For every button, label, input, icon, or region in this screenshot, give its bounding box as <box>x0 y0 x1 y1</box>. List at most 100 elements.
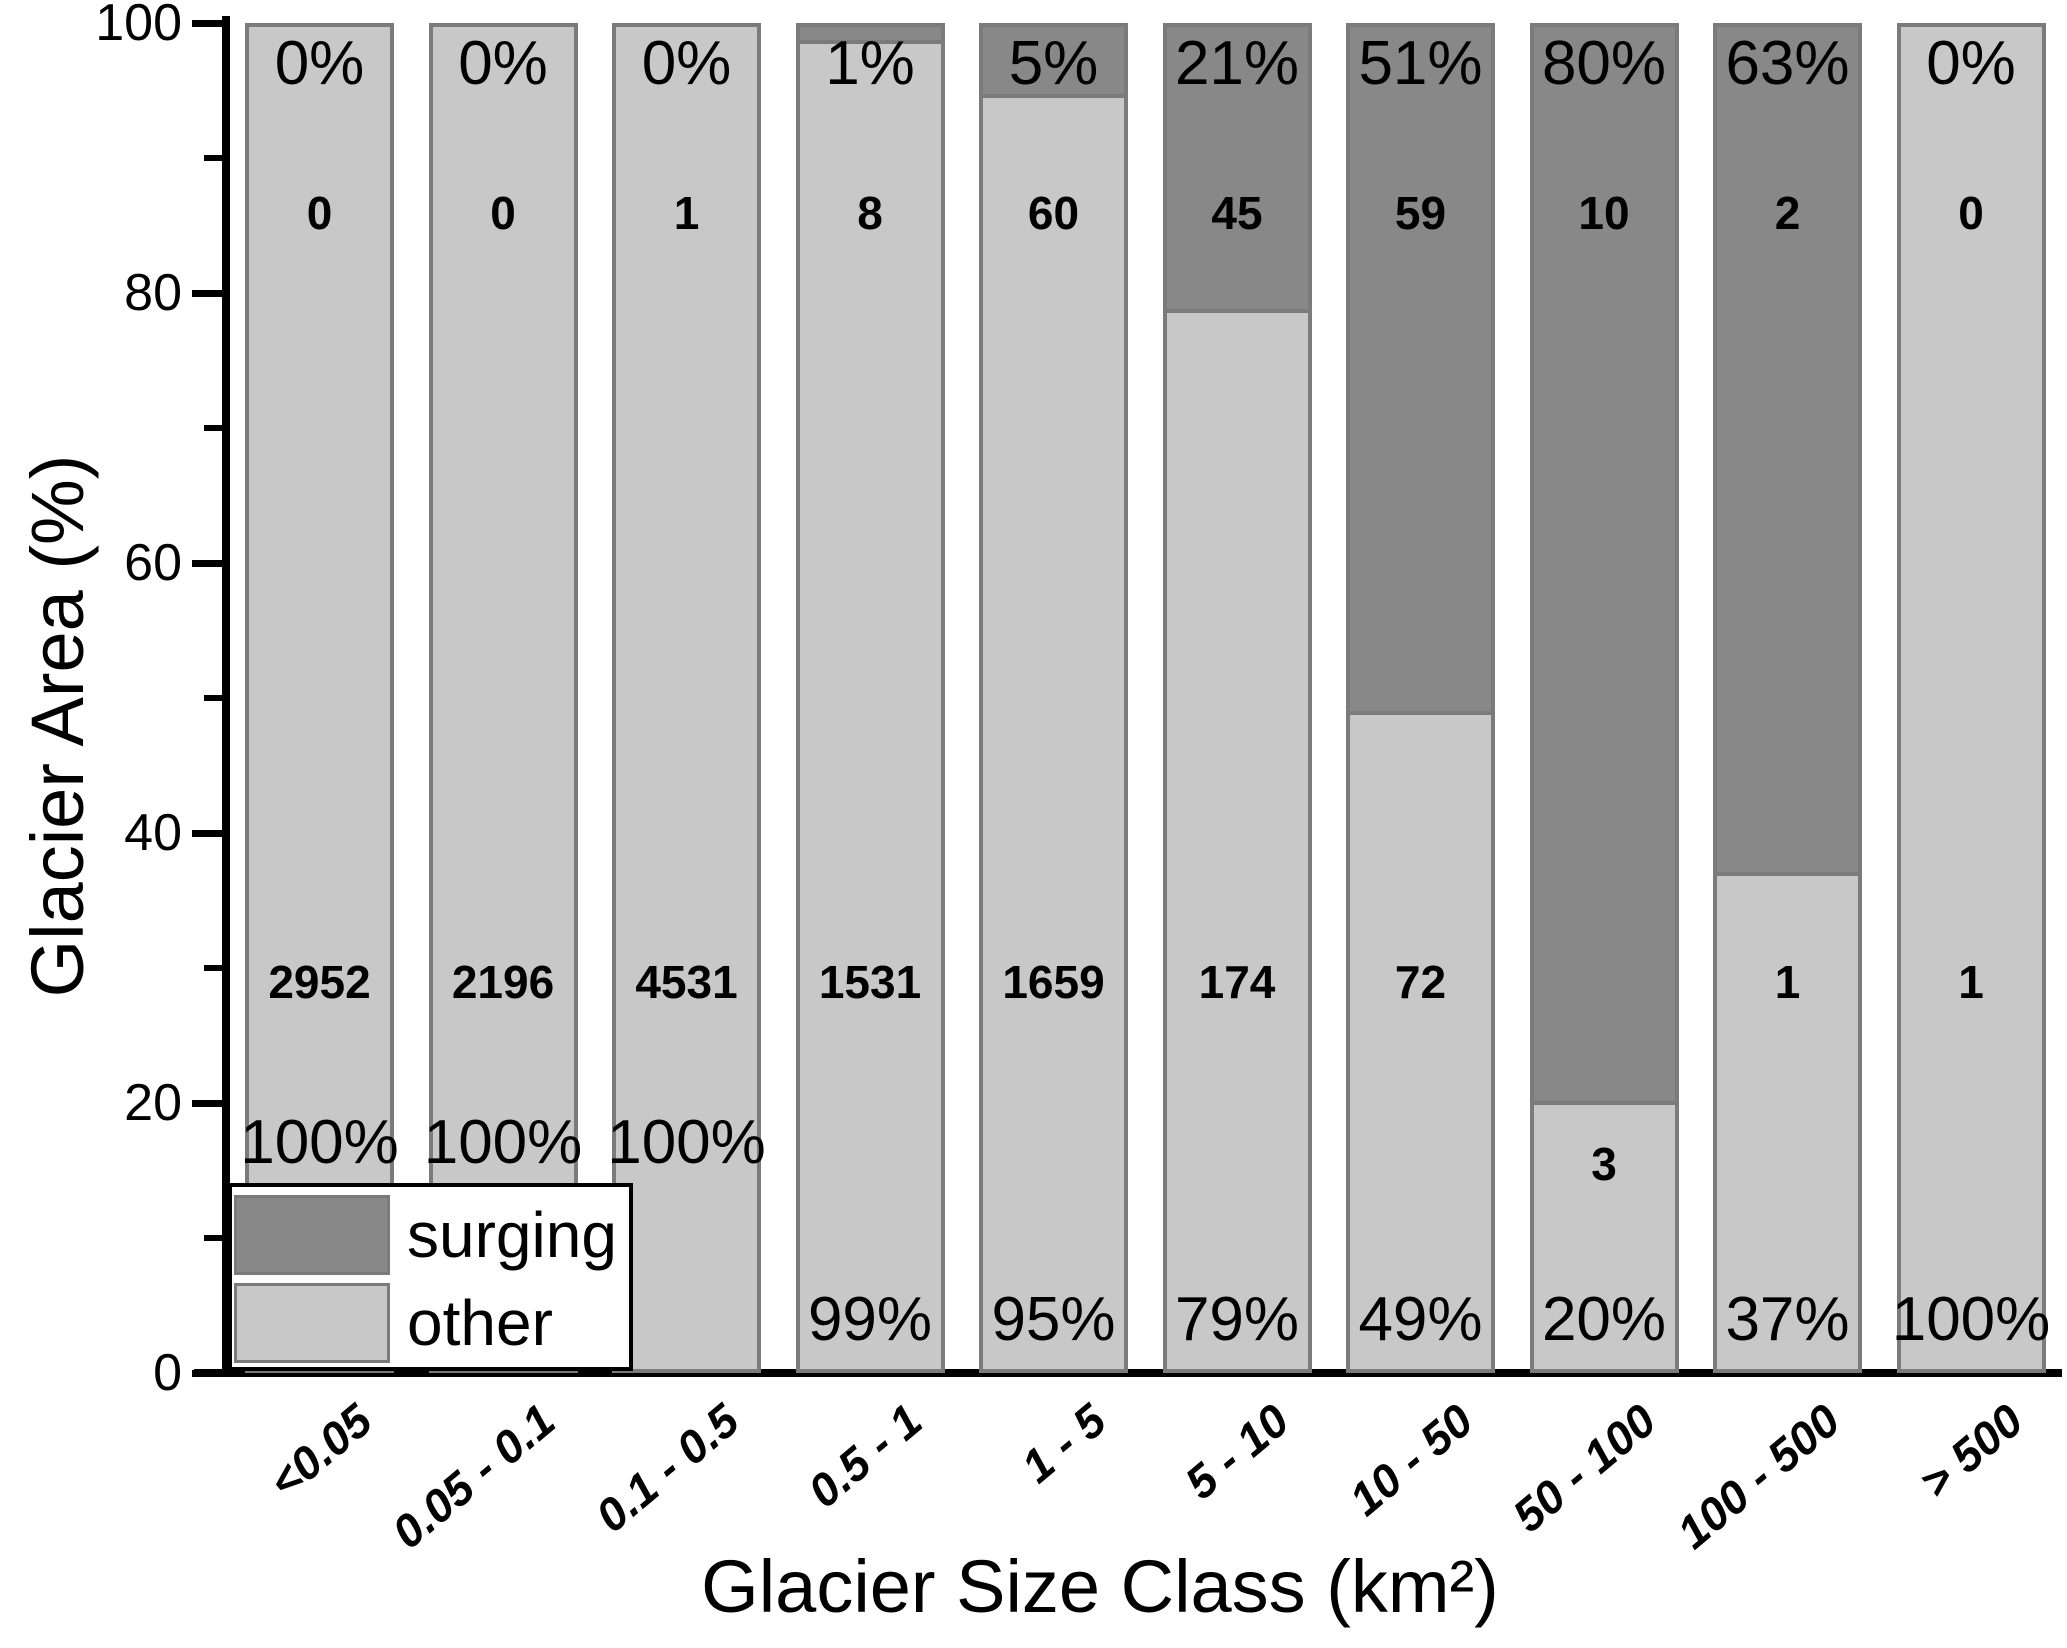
y-major-tick <box>192 1100 222 1107</box>
legend-label-surging: surging <box>407 1199 617 1271</box>
x-tick-label: > 500 <box>1909 1393 2033 1509</box>
x-tick-label: 0.1 - 0.5 <box>585 1393 748 1543</box>
bar-top-pct-label: 1% <box>825 29 915 98</box>
x-axis-title: Glacier Size Class (km²) <box>701 1545 1499 1628</box>
bar-segment-surging <box>799 27 941 40</box>
bar-segment-surging <box>1717 27 1858 872</box>
x-tick-label: 1 - 5 <box>1011 1393 1115 1493</box>
bar-group <box>428 23 578 1373</box>
x-tick-label: 0.5 - 1 <box>798 1393 932 1518</box>
y-minor-tick <box>204 155 222 161</box>
bar-bottom-pct-label: 100% <box>1891 1285 2051 1354</box>
bar-other-count-label: 1659 <box>1002 956 1105 1008</box>
bar-bottom-pct-label: 99% <box>807 1285 933 1354</box>
y-tick-label: 80 <box>124 264 182 322</box>
bar-surging-count-label: 59 <box>1394 187 1447 239</box>
y-axis-title: Glacier Area (%) <box>16 454 99 998</box>
legend-label-other: other <box>407 1287 553 1359</box>
y-minor-tick <box>204 695 222 701</box>
bar-bottom-pct-label: 100% <box>240 1108 399 1177</box>
bar-surging-count-label: 1 <box>673 187 700 239</box>
bar-group <box>1529 23 1679 1373</box>
bar-bottom-pct-label: 49% <box>1358 1285 1483 1354</box>
bar-group <box>612 23 761 1373</box>
bar-segment-other <box>983 94 1124 1369</box>
bar-surging-count-label: 2 <box>1774 187 1801 239</box>
y-major-tick <box>192 20 222 27</box>
y-major-tick <box>192 830 222 837</box>
y-tick-label: 0 <box>153 1344 182 1402</box>
bar-top-pct-label: 0% <box>641 29 732 98</box>
bar-top-pct-label: 51% <box>1358 29 1483 98</box>
bar-other-count-label: 2196 <box>451 956 555 1008</box>
bar-other-count-label: 174 <box>1198 956 1276 1008</box>
bar-top-pct-label: 5% <box>1008 29 1099 98</box>
bar-segment-other <box>1533 1101 1675 1369</box>
y-minor-tick <box>204 965 222 971</box>
bar-segment-other <box>249 27 390 1369</box>
bar-surging-count-label: 60 <box>1027 187 1080 239</box>
bar-segment-other <box>1900 27 2042 1369</box>
bar-other-count-label: 1 <box>1774 956 1801 1008</box>
bar-other-count-label: 1 <box>1958 956 1984 1008</box>
bar-top-pct-label: 0% <box>458 29 548 98</box>
bar-surging-count-label: 8 <box>857 187 883 239</box>
y-minor-tick <box>204 1235 222 1241</box>
bar-segment-surging <box>983 27 1124 94</box>
bar-segment-other <box>1350 711 1491 1369</box>
x-tick-label: 50 - 100 <box>1502 1393 1666 1543</box>
bar-segment-other <box>1717 872 1858 1369</box>
y-major-tick <box>192 1370 222 1377</box>
bar-group <box>1162 23 1312 1373</box>
bar-segment-other <box>1166 309 1308 1369</box>
bar-bottom-pct-label: 100% <box>607 1108 766 1177</box>
bar-bottom-pct-label: 37% <box>1725 1285 1850 1354</box>
bar-top-pct-label: 0% <box>274 29 365 98</box>
bar-bottom-pct-label: 100% <box>423 1108 583 1177</box>
bar-top-pct-label: 0% <box>1926 29 2016 98</box>
bar-other-count-label: 1531 <box>818 956 922 1008</box>
x-tick-label: <0.05 <box>258 1393 381 1509</box>
bar-surging-count-label: 45 <box>1211 187 1263 239</box>
bar-segment-surging <box>1533 27 1675 1101</box>
bar-segment-surging <box>1350 27 1491 711</box>
bar-top-pct-label: 63% <box>1725 29 1850 98</box>
y-axis-line <box>222 16 230 1377</box>
bar-group <box>795 23 945 1373</box>
legend: surging other <box>228 1183 633 1371</box>
legend-swatch-other <box>234 1283 390 1363</box>
x-tick-label: 10 - 50 <box>1338 1393 1482 1526</box>
bar-other-count-label: 2952 <box>268 956 371 1008</box>
bar-segment-other <box>616 27 757 1369</box>
x-tick-label: 0.05 - 0.1 <box>382 1393 565 1559</box>
bar-surging-count-label: 0 <box>1958 187 1984 239</box>
bar-bottom-pct-label: 20% <box>1541 1285 1667 1354</box>
y-minor-tick <box>204 425 222 431</box>
bar-bottom-pct-label: 79% <box>1174 1285 1300 1354</box>
y-tick-label: 40 <box>124 804 182 862</box>
bar-segment-surging <box>1166 27 1308 309</box>
bar-top-pct-label: 21% <box>1174 29 1300 98</box>
bar-other-count-label: 4531 <box>635 956 738 1008</box>
y-tick-label: 60 <box>124 534 182 592</box>
bar-group <box>245 23 394 1373</box>
bar-group <box>979 23 1128 1373</box>
bar-top-pct-label: 80% <box>1541 29 1667 98</box>
bar-segment-other <box>432 27 574 1369</box>
bar-other-count-label: 3 <box>1591 1138 1617 1190</box>
y-tick-label: 20 <box>124 1074 182 1132</box>
bar-segment-other <box>799 40 941 1369</box>
bar-group <box>1346 23 1495 1373</box>
bar-other-count-label: 72 <box>1394 956 1447 1008</box>
y-major-tick <box>192 560 222 567</box>
x-tick-label: 5 - 10 <box>1174 1393 1299 1510</box>
bar-group <box>1713 23 1862 1373</box>
legend-swatch-surging <box>234 1195 390 1275</box>
bar-surging-count-label: 10 <box>1578 187 1630 239</box>
y-tick-label: 100 <box>95 0 182 52</box>
x-axis-line <box>194 1369 2062 1377</box>
bar-surging-count-label: 0 <box>306 187 333 239</box>
bar-bottom-pct-label: 95% <box>991 1285 1116 1354</box>
y-major-tick <box>192 290 222 297</box>
